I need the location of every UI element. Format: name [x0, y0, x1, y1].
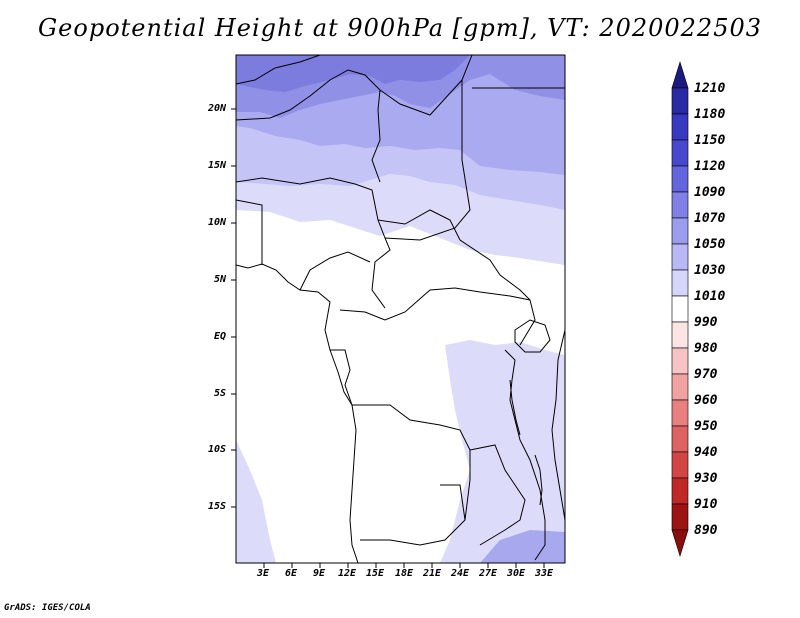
border-h: [339, 287, 531, 321]
colorbar-swatch: [671, 451, 689, 479]
colorbar-label: 990: [694, 315, 718, 330]
shade-southeast-deep: [480, 530, 565, 563]
shade-south-east: [440, 340, 565, 563]
shade-1120: [236, 55, 470, 92]
colorbar-swatch: [671, 269, 689, 297]
lon-label-33e: 33E: [535, 568, 554, 579]
axis-ticks: [231, 108, 545, 568]
colorbar-swatch: [671, 165, 689, 193]
colorbar-label: 1030: [694, 263, 725, 278]
colorbar-swatch: [671, 295, 689, 323]
colorbar-swatch: [671, 243, 689, 271]
border-k: [504, 349, 546, 561]
colorbar-swatch: [671, 347, 689, 375]
coastlines-borders: [235, 54, 566, 564]
colorbar-swatch: [671, 217, 689, 245]
lon-label-24e: 24E: [451, 568, 470, 579]
colorbar-label: 1150: [694, 133, 725, 148]
east-coast: [551, 329, 566, 521]
lat-label-eq: EQ: [214, 331, 227, 342]
lon-label-3e: 3E: [257, 568, 270, 579]
lat-label-5s: 5S: [214, 388, 227, 399]
colorbar-label: 1210: [694, 81, 725, 96]
border-j: [469, 444, 526, 546]
lat-label-5n: 5N: [214, 274, 227, 285]
border-e: [235, 69, 381, 183]
lat-label-10n: 10N: [208, 217, 227, 228]
colorbar-swatch: [671, 87, 689, 115]
lat-label-15s: 15S: [208, 501, 227, 512]
border-l: [330, 349, 353, 406]
border-f: [235, 54, 321, 85]
lake-malawi: [534, 454, 543, 506]
colorbar-label: 1070: [694, 211, 725, 226]
lon-label-30e: 30E: [507, 568, 526, 579]
colorbar-label: 930: [694, 471, 718, 486]
shade-south-west: [236, 440, 276, 563]
colorbar-label: 1120: [694, 159, 725, 174]
border-m: [235, 199, 263, 265]
lon-label-21e: 21E: [423, 568, 442, 579]
lat-label-15n: 15N: [208, 160, 227, 171]
colorbar-label: 1180: [694, 107, 725, 122]
colorbar-label: 940: [694, 445, 718, 460]
colorbar-label: 960: [694, 393, 718, 408]
credit-text: GrADS: IGES/COLA: [4, 603, 91, 613]
colorbar-label: 1010: [694, 289, 725, 304]
colorbar-label: 910: [694, 497, 718, 512]
lake-tanganyika: [509, 379, 521, 436]
colorbar-label: 950: [694, 419, 718, 434]
border-b: [377, 209, 536, 346]
colorbar-top-arrow: [671, 60, 689, 89]
colorbar-swatch: [671, 373, 689, 401]
colorbar-swatch: [671, 139, 689, 167]
lon-label-27e: 27E: [479, 568, 498, 579]
colorbar-swatch: [671, 321, 689, 349]
colorbar-swatch: [671, 399, 689, 427]
border-o: [299, 251, 371, 291]
colorbar-swatch: [671, 191, 689, 219]
lat-label-20n: 20N: [208, 103, 227, 114]
chart-title: Geopotential Height at 900hPa [gpm], VT:…: [38, 14, 762, 42]
lake-victoria: [514, 319, 551, 353]
colorbar-swatch: [671, 425, 689, 453]
lon-label-9e: 9E: [313, 568, 326, 579]
lon-label-12e: 12E: [338, 568, 357, 579]
border-a: [235, 177, 391, 309]
border-n: [440, 484, 466, 521]
lon-label-18e: 18E: [395, 568, 414, 579]
colorbar-label: 1090: [694, 185, 725, 200]
lat-label-10s: 10S: [208, 444, 227, 455]
colorbar-label: 980: [694, 341, 718, 356]
colorbar-swatch: [671, 477, 689, 505]
lon-label-15e: 15E: [366, 568, 385, 579]
lon-label-6e: 6E: [285, 568, 298, 579]
colorbar-label: 1050: [694, 237, 725, 252]
colorbar-label: 890: [694, 523, 718, 538]
colorbar-label: 970: [694, 367, 718, 382]
colorbar-swatch: [671, 503, 689, 531]
colorbar-bottom-arrow: [671, 529, 689, 558]
map-frame: [235, 54, 566, 564]
border-i: [352, 404, 471, 546]
colorbar-swatch: [671, 113, 689, 141]
border-g: [379, 79, 463, 116]
